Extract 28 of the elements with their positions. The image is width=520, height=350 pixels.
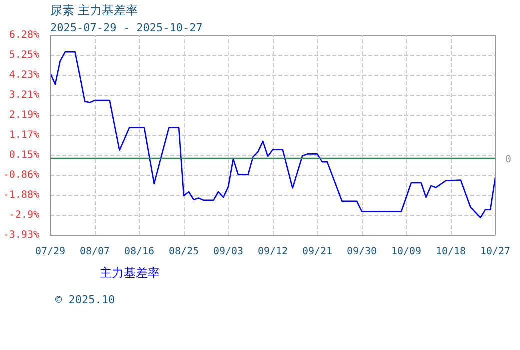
x-tick-label: 09/03 bbox=[213, 246, 244, 258]
y-tick-label: 0.15% bbox=[9, 150, 40, 162]
text: 主力基差率 bbox=[100, 265, 160, 282]
y-tick-label: -0.86% bbox=[3, 170, 40, 181]
y-tick-label: 4.23% bbox=[9, 70, 40, 82]
x-tick-label: 10/27 bbox=[480, 246, 511, 258]
ref-line-label: 0 bbox=[506, 154, 512, 166]
x-tick-label: 09/30 bbox=[346, 246, 378, 258]
y-tick-label: -2.9% bbox=[9, 210, 40, 221]
x-tick-label: 08/25 bbox=[168, 246, 200, 258]
chart-subtitle: 2025-07-29 - 2025-10-27 bbox=[50, 22, 203, 34]
text: © 2025.10 bbox=[56, 294, 116, 306]
x-tick-label: 09/12 bbox=[258, 246, 288, 258]
y-tick-label: -1.88% bbox=[3, 190, 40, 201]
y-tick-label: 3.21% bbox=[9, 90, 40, 102]
y-tick-label: 6.28% bbox=[9, 30, 40, 41]
x-tick-label: 08/07 bbox=[80, 246, 110, 258]
x-tick-label: 08/16 bbox=[124, 246, 155, 258]
y-tick-label: 5.25% bbox=[9, 50, 40, 62]
x-tick-label: 07/29 bbox=[35, 246, 66, 258]
y-tick-label: 1.17% bbox=[9, 130, 40, 142]
x-tick-label: 09/21 bbox=[302, 246, 333, 258]
x-tick-label: 10/09 bbox=[391, 246, 422, 258]
y-tick-label: 2.19% bbox=[9, 110, 40, 122]
chart-title: 尿素 主力基差率 bbox=[50, 4, 138, 18]
line-series bbox=[50, 52, 496, 219]
y-tick-label: -3.93% bbox=[3, 230, 40, 241]
x-tick-label: 10/18 bbox=[436, 246, 466, 258]
